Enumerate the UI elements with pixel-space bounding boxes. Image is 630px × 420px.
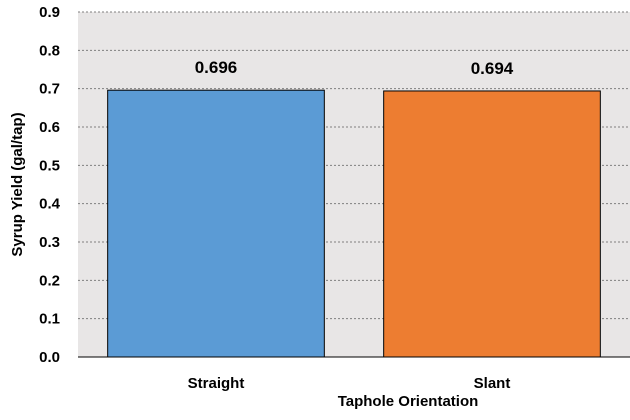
- y-axis-title: Syrup Yield (gal/tap): [9, 112, 26, 256]
- bar-slant: [383, 90, 601, 358]
- x-axis-title: Taphole Orientation: [338, 393, 479, 410]
- y-tick-label: 0.4: [39, 196, 61, 213]
- y-tick-label: 0.7: [39, 81, 60, 98]
- data-labels: 0.696 0.694: [195, 58, 514, 78]
- data-label: 0.694: [471, 59, 514, 78]
- y-axis-ticks: 0.0 0.1 0.2 0.3 0.4 0.5 0.6 0.7 0.8 0.9: [39, 4, 61, 366]
- y-tick-label: 0.5: [39, 157, 60, 174]
- x-axis-categories: Straight Slant: [188, 375, 511, 392]
- bar-straight: [107, 89, 325, 358]
- x-tick-label: Slant: [474, 375, 511, 392]
- x-tick-label: Straight: [188, 375, 245, 392]
- y-tick-label: 0.9: [39, 4, 60, 21]
- y-tick-label: 0.8: [39, 42, 60, 59]
- bars: [107, 89, 601, 358]
- y-tick-label: 0.6: [39, 119, 60, 136]
- y-tick-label: 0.3: [39, 234, 60, 251]
- y-tick-label: 0.0: [39, 349, 60, 366]
- data-label: 0.696: [195, 58, 238, 77]
- y-tick-label: 0.2: [39, 272, 60, 289]
- y-tick-label: 0.1: [39, 311, 60, 328]
